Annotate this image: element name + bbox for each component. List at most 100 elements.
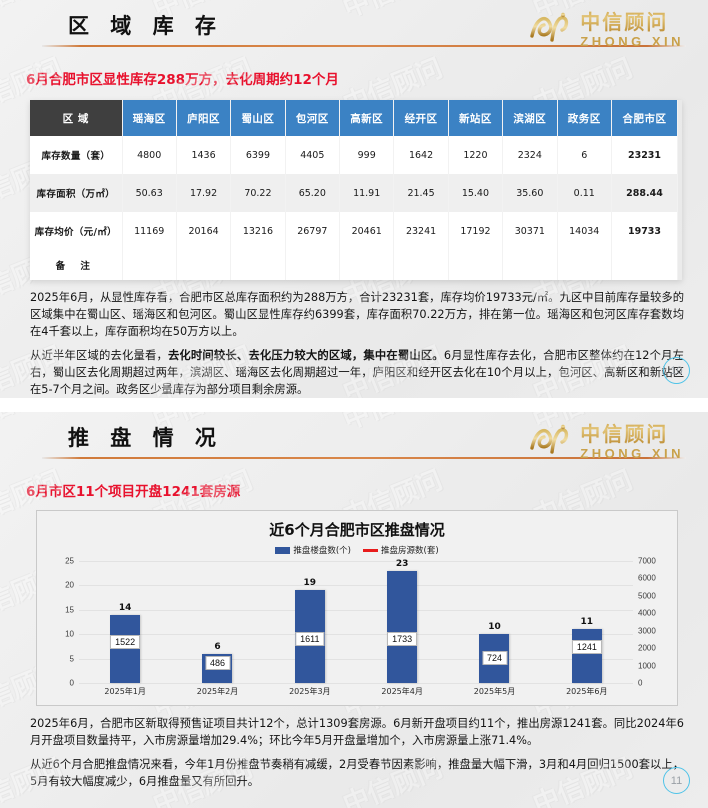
y-axis-right-tick: 5000: [638, 591, 656, 601]
chart-gridline: [79, 561, 633, 562]
slide-regional-inventory: 中信顾问中信顾问中信顾问中信顾问中信顾问中信顾问中信顾问中信顾问中信顾问中信顾问…: [0, 0, 708, 398]
chart-gridline: [79, 658, 633, 660]
table-cell: 23241: [393, 212, 449, 250]
chart-line-value: 1522: [110, 635, 141, 650]
table-cell: 14034: [557, 212, 612, 250]
page-number-badge: 10: [663, 357, 690, 384]
y-axis-left-tick: 25: [65, 556, 74, 566]
table-header-4: 包河区: [285, 100, 341, 136]
table-row: 库存均价（元/㎡） 11169 20164 13216 26797 20461 23241 1…: [30, 212, 678, 250]
table-header-3: 蜀山区: [230, 100, 286, 136]
slide-header-2: 推 盘 情 况 中信顾问: [0, 412, 708, 470]
table-header-10: 合肥市区: [611, 100, 678, 136]
table-cell: 11169: [122, 212, 177, 250]
table-cell: [448, 250, 504, 280]
paragraph-inventory-1: 2025年6月，从显性库存看，合肥市区总库存面积约为288万方，合计23231套…: [30, 291, 684, 338]
y-axis-left-tick: 15: [65, 605, 74, 615]
y-axis-right-tick: 1000: [638, 661, 656, 671]
logo-text-cn: 中信顾问: [580, 6, 684, 35]
chart-bar-column: 23 2025年4月: [356, 558, 448, 696]
table-cell: 70.22: [230, 174, 286, 212]
paragraph-launch-2: 从近6个月合肥推盘情况来看，今年1月份推盘节奏稍有减缓，2月受春节因素影响，推盘…: [30, 758, 684, 788]
table-cell: 288.44: [611, 174, 678, 212]
table-row-label: 库存数量（套）: [30, 136, 123, 174]
table-cell: 4800: [122, 136, 177, 174]
table-cell: 65.20: [285, 174, 341, 212]
brand-logo-2: 中信顾问 ZHONG XIN: [526, 418, 684, 461]
table-cell: 17192: [448, 212, 504, 250]
logo-mark-icon: [526, 10, 572, 46]
chart-bar[interactable]: [571, 629, 602, 683]
table-cell: 2324: [502, 136, 558, 174]
chart-legend: 推盘楼盘数(个) 推盘房源数(套): [37, 544, 677, 556]
legend-label-line: 推盘房源数(套): [381, 546, 439, 556]
legend-label-bars: 推盘楼盘数(个): [293, 546, 351, 556]
slide-launch-situation: 中信顾问 中信顾问 中信顾问 中信顾问 中信顾问 中信顾问 中信顾问 中信顾问 中信顾问 中信顾问…: [0, 412, 708, 808]
table-header-9: 政务区: [557, 100, 612, 136]
table-row-label: 备 注: [30, 250, 123, 280]
y-axis-right-tick: 7000: [638, 556, 656, 566]
chart-title: 近6个月合肥市区推盘情况: [269, 521, 445, 539]
chart-gridline: [79, 609, 633, 611]
table-cell: 19733: [611, 212, 678, 250]
page-title: 区 域 库 存: [68, 14, 223, 38]
table-cell: 17.92: [176, 174, 232, 212]
table-row: 备 注: [30, 250, 678, 280]
table-cell: 20461: [339, 212, 395, 250]
table-cell: [176, 250, 232, 280]
header-divider: [42, 45, 686, 47]
table-cell: 23231: [611, 136, 678, 174]
legend-item-line: 推盘房源数(套): [363, 544, 439, 556]
chart-line-value: 486: [204, 655, 231, 670]
table-cell: [502, 250, 558, 280]
table-cell: [557, 250, 612, 280]
page-number-badge-2: 11: [663, 767, 690, 794]
table-cell: 21.45: [393, 174, 449, 212]
table-cell: 6399: [230, 136, 286, 174]
table-row-label: 库存面积（万㎡）: [30, 174, 123, 212]
table-cell: 26797: [285, 212, 341, 250]
chart-bar-value: 19: [303, 578, 317, 589]
legend-item-bars: 推盘楼盘数(个): [275, 544, 351, 556]
page-title-2: 推 盘 情 况: [68, 426, 223, 450]
x-axis-tick: 2025年1月: [104, 687, 146, 696]
table-header-2: 庐阳区: [176, 100, 232, 136]
table-cell: 13216: [230, 212, 286, 250]
chart-bar-value: 23: [395, 558, 409, 569]
y-axis-right-tick: 2000: [638, 643, 656, 653]
table-cell: 999: [339, 136, 395, 174]
paragraph-inventory-2: 从近半年区域的去化量看，去化时间较长、去化压力较大的区域，集中在蜀山区。6月显性…: [30, 347, 684, 398]
headline-launch: 6月市区11个项目开盘1241套房源: [26, 484, 241, 500]
table-cell: 30371: [502, 212, 558, 250]
table-header-8: 滨湖区: [502, 100, 558, 136]
chart-gridline: [79, 634, 633, 636]
table-row: 库存面积（万㎡） 50.63 17.92 70.22 65.20 11.91 21.45 15…: [30, 174, 678, 212]
x-axis-tick: 2025年3月: [289, 687, 331, 696]
table-header-7: 新站区: [448, 100, 504, 136]
table-header-region: 区 域: [30, 100, 123, 136]
table-row-label: 库存均价（元/㎡）: [30, 212, 123, 250]
table-header-6: 经开区: [393, 100, 449, 136]
table-cell: [230, 250, 286, 280]
chart-gridline: [79, 683, 633, 684]
x-axis-tick: 2025年2月: [196, 687, 239, 696]
x-axis-tick: 2025年5月: [473, 687, 516, 696]
x-axis-tick: 2025年4月: [381, 687, 423, 696]
y-axis-right-tick: 0: [638, 678, 643, 688]
table-cell: 0.11: [557, 174, 612, 212]
logo-text-en-2: ZHONG XIN: [580, 446, 684, 461]
y-axis-right-tick: 6000: [638, 573, 656, 583]
y-axis-left-tick: 5: [69, 654, 74, 664]
chart-line-series: [79, 561, 633, 808]
chart-plot-area: 0 5 10 15 20 25 0 1000 2000 3000 4000 5000 6000 7000 1…: [65, 557, 656, 697]
table-cell: [122, 250, 177, 280]
table-cell: 4405: [285, 136, 341, 174]
y-axis-left-tick: 0: [69, 678, 74, 688]
inventory-table: 区 域瑶海区 庐阳区 蜀山区 包河区 高新区 经开区 新站区 滨湖区 政务区 合肥市区 库存数量（…: [30, 100, 678, 280]
brand-logo: 中信顾问 ZHONG XIN: [526, 6, 684, 49]
chart-bar[interactable]: [387, 570, 418, 683]
y-axis-right-tick: 4000: [638, 608, 656, 618]
y-axis-left-tick: 20: [65, 580, 74, 590]
paragraph-launch-1: 2025年6月，合肥市区新取得预售证项目共计12个，总计1309套房源。6月新开…: [30, 717, 684, 747]
table-header-row: 区 域瑶海区 庐阳区 蜀山区 包河区 高新区 经开区 新站区 滨湖区 政务区 合肥市区: [30, 100, 678, 136]
